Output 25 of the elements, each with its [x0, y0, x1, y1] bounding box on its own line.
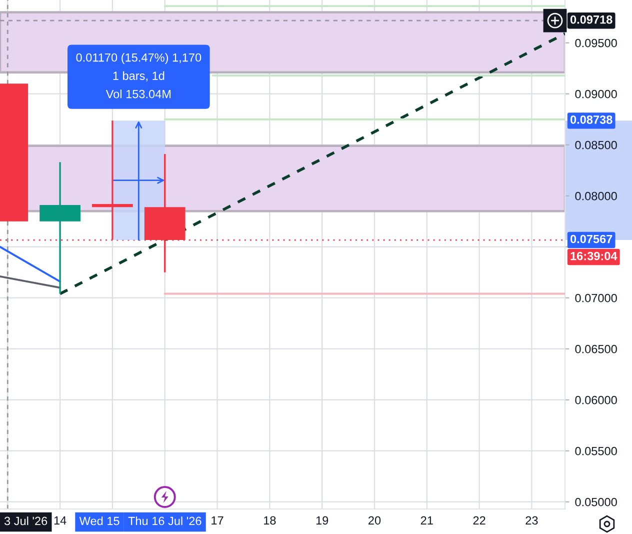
y-tick-label: 0.06000 — [575, 396, 617, 404]
text: 0.08738 — [570, 115, 612, 124]
y-tick-label: 0.08500 — [575, 140, 617, 150]
x-tick-label: 21 — [420, 516, 433, 524]
text: Thu 16 Jul '26 — [128, 516, 202, 526]
y-tick-label: 0.09500 — [575, 38, 617, 48]
x-tick-label: 23 — [526, 516, 538, 525]
y-tick-label: 0.06500 — [575, 344, 617, 354]
x-tick-label: 14 — [54, 516, 66, 524]
x-tick-label: 17 — [212, 516, 224, 524]
x-tick-label: 18 — [264, 516, 276, 525]
ref-line-label: 0.07567 — [570, 234, 612, 244]
y-tick-label: 0.07000 — [575, 294, 617, 302]
x-tick-label: 22 — [473, 516, 486, 524]
annotation: 0.01170 (15.47%) 1,170 1 bars, 1d Vol 153.04M — [76, 53, 202, 98]
ref-line-label: 3 Jul '26 — [4, 516, 48, 526]
y-tick-label: 0.05500 — [575, 446, 617, 456]
x-tick-label: 20 — [368, 516, 381, 525]
text: 16:39:04 — [570, 252, 618, 260]
y-tick-label: 0.08000 — [575, 192, 617, 200]
y-tick-label: 0.09000 — [575, 90, 617, 98]
x-tick-label: 19 — [316, 516, 328, 525]
ref-line-label: 0.09718 — [570, 15, 612, 24]
y-tick-label: 0.05000 — [575, 498, 617, 506]
text: Wed 15 — [79, 516, 120, 526]
